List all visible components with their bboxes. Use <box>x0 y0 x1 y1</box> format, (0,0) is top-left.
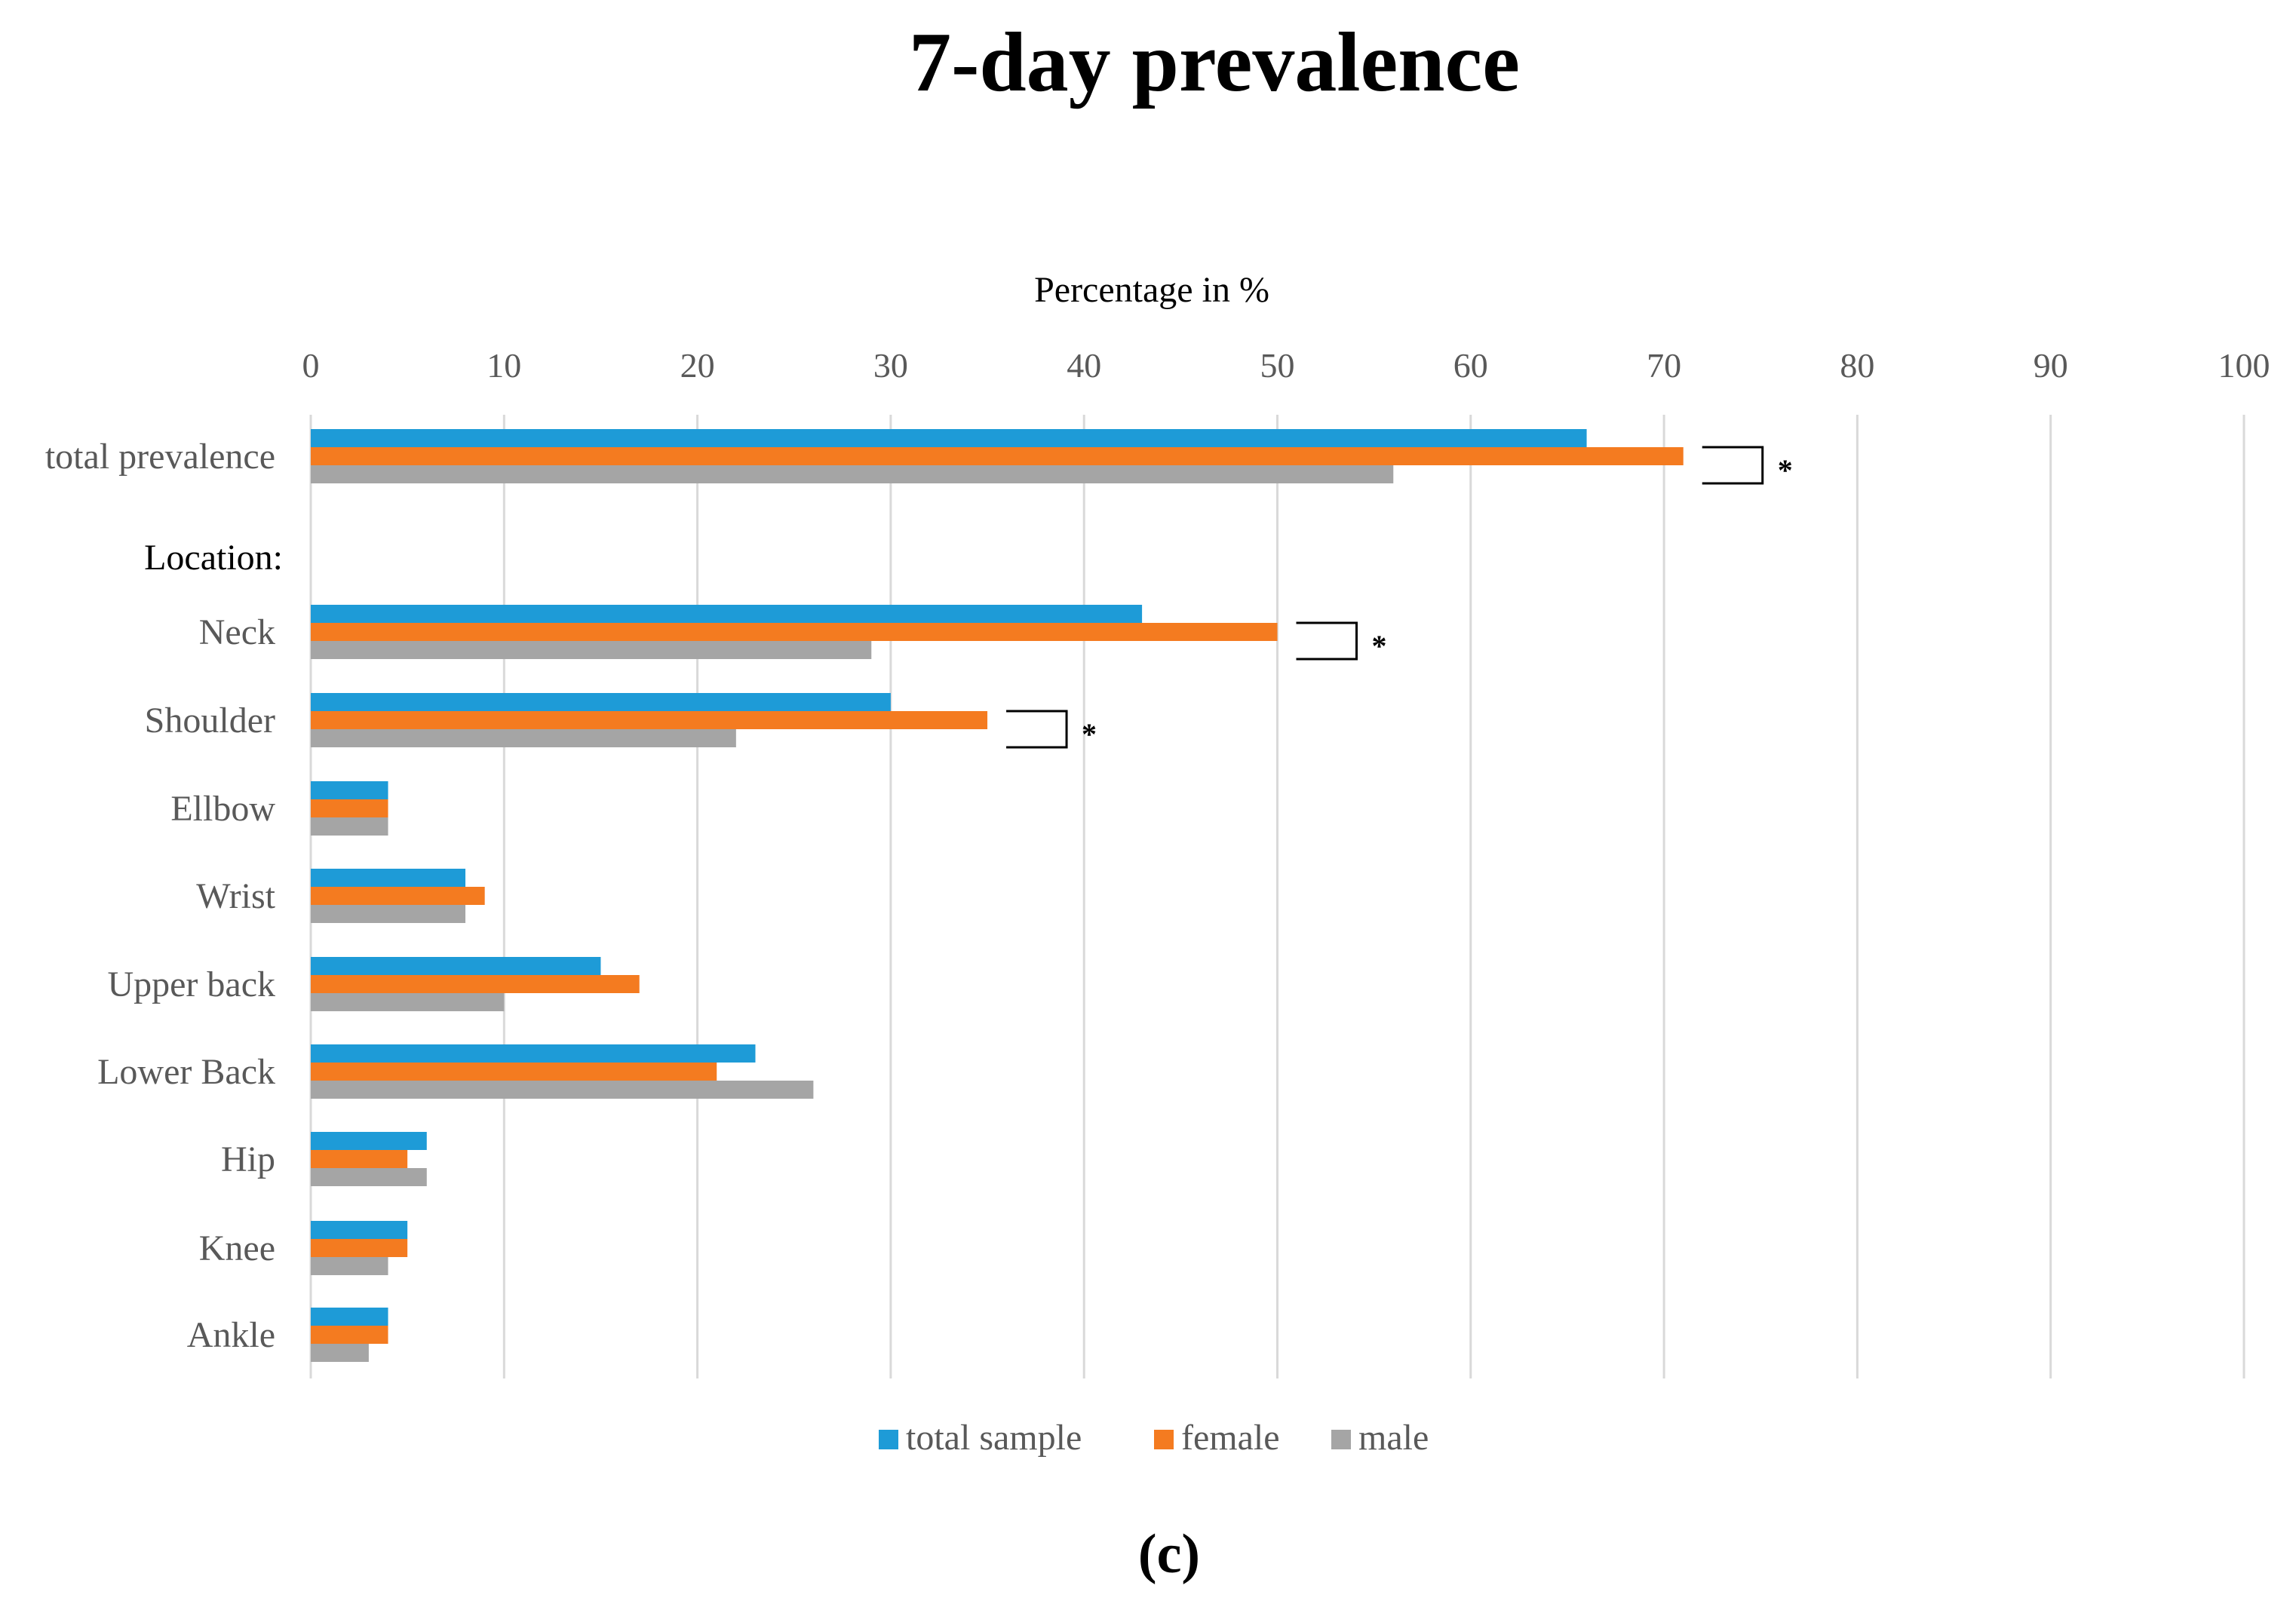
category-label: total prevalence <box>45 437 275 477</box>
bar-total-sample <box>311 1308 388 1326</box>
x-tick-label: 70 <box>1647 346 1681 385</box>
x-tick-label: 60 <box>1453 346 1488 385</box>
category-label: Ankle <box>187 1315 275 1355</box>
bar-male <box>311 1168 427 1186</box>
category-label: Neck <box>199 612 275 652</box>
bar-total-sample <box>311 1044 756 1063</box>
significance-bracket <box>1296 621 1358 661</box>
bar-male <box>311 641 872 659</box>
bar-male <box>311 729 736 747</box>
bar-female <box>311 1063 717 1081</box>
category-label: Shoulder <box>145 701 275 741</box>
bar-total-sample <box>311 957 601 975</box>
legend-swatch <box>1331 1430 1351 1449</box>
legend-label: female <box>1181 1418 1280 1458</box>
bar-male <box>311 993 505 1011</box>
panel-label: (c) <box>1138 1523 1200 1585</box>
bar-male <box>311 1257 388 1275</box>
bar-female <box>311 975 640 993</box>
bar-total-sample <box>311 605 1143 623</box>
x-tick-label: 20 <box>680 346 715 385</box>
bar-male <box>311 1344 369 1362</box>
bar-female <box>311 447 1684 465</box>
bar-female <box>311 1326 388 1344</box>
category-labels: total prevalence Neck Shoulder Ellbow Wrist U… <box>45 437 276 1355</box>
x-tick-label: 90 <box>2034 346 2068 385</box>
bar-male <box>311 465 1394 483</box>
bars <box>311 429 1684 1362</box>
category-label: Upper back <box>107 964 275 1004</box>
bar-total-sample <box>311 429 1587 447</box>
significance-star: * <box>1372 629 1387 663</box>
significance-star: * <box>1082 717 1097 751</box>
legend-label: male <box>1358 1418 1429 1458</box>
bar-female <box>311 1150 408 1168</box>
bar-male <box>311 817 388 836</box>
bar-female <box>311 887 485 905</box>
location-section-label: Location: <box>144 538 283 578</box>
x-tick-label: 40 <box>1067 346 1101 385</box>
chart-title: 7-day prevalence <box>909 16 1520 109</box>
bar-male <box>311 905 466 923</box>
x-tick-label: 30 <box>873 346 908 385</box>
category-label: Knee <box>199 1228 275 1268</box>
x-tick-label: 100 <box>2218 346 2270 385</box>
legend: total sample female male <box>879 1418 1429 1458</box>
bar-female <box>311 1239 408 1257</box>
bar-female <box>311 711 988 729</box>
bar-total-sample <box>311 781 388 799</box>
legend-swatch <box>879 1430 898 1449</box>
x-axis-ticks: 0 10 20 30 40 50 60 70 80 90 100 <box>302 346 2270 385</box>
x-axis-title: Percentage in % <box>1034 270 1269 310</box>
legend-label: total sample <box>906 1418 1082 1458</box>
bar-total-sample <box>311 1132 427 1150</box>
bar-total-sample <box>311 1221 408 1239</box>
bar-total-sample <box>311 869 466 887</box>
bar-female <box>311 799 388 817</box>
bar-male <box>311 1081 814 1099</box>
significance-markers: * * * <box>1006 446 1793 751</box>
category-label: Lower Back <box>97 1052 275 1092</box>
category-label: Ellbow <box>170 789 275 829</box>
significance-star: * <box>1778 453 1793 487</box>
bar-total-sample <box>311 693 891 711</box>
x-tick-label: 80 <box>1840 346 1874 385</box>
legend-swatch <box>1154 1430 1174 1449</box>
gridlines <box>309 415 2245 1378</box>
x-tick-label: 0 <box>302 346 320 385</box>
x-tick-label: 50 <box>1260 346 1295 385</box>
x-tick-label: 10 <box>487 346 521 385</box>
category-label: Hip <box>221 1139 275 1179</box>
bar-female <box>311 623 1278 641</box>
significance-bracket <box>1006 710 1068 749</box>
significance-bracket <box>1702 446 1764 485</box>
category-label: Wrist <box>196 876 275 916</box>
